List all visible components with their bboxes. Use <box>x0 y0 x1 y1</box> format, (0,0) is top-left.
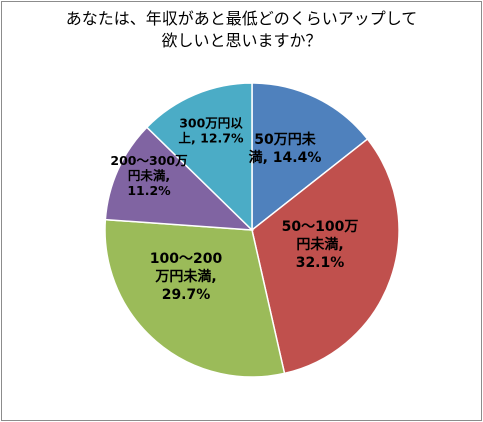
chart-title-line-1: あなたは、年収があと最低どのくらいアップして <box>65 9 418 28</box>
slice-label-2-line-1: 万円未満, <box>154 268 216 285</box>
slice-label-0: 50万円未満, 14.4% <box>249 131 322 166</box>
slice-label-1-line-1: 円未満, <box>296 236 343 253</box>
pie-slice-2 <box>104 218 286 378</box>
slice-label-4-line-0: 300万円以 <box>179 116 243 131</box>
slice-label-4: 300万円以上, 12.7% <box>179 116 244 146</box>
chart-title-line-2: 欲しいと思いますか？ <box>161 31 322 50</box>
slice-label-0-line-1: 満, 14.4% <box>249 149 322 166</box>
slice-label-1-line-2: 32.1% <box>296 255 345 271</box>
slice-label-4-line-1: 上, 12.7% <box>179 131 244 146</box>
pie-slice-1 <box>251 138 400 375</box>
pie-slice-3 <box>104 126 254 231</box>
slice-label-2: 100～200 万円未満, 29.7% <box>150 251 223 303</box>
slice-label-3: 200～300万円未満, 11.2% <box>110 153 187 198</box>
pie-slice-0 <box>251 82 369 232</box>
slice-label-3-line-1: 円未満, <box>128 168 170 183</box>
chart-title: あなたは、年収があと最低どのくらいアップして 欲しいと思いますか？ <box>0 8 483 52</box>
slice-label-2-line-0: 100～200 <box>150 251 223 267</box>
slice-label-0-line-0: 50万円未 <box>254 131 316 148</box>
slice-label-3-line-2: 11.2% <box>127 183 171 198</box>
slice-label-1-line-0: 50～100万 <box>282 219 359 235</box>
slice-label-2-line-2: 29.7% <box>162 287 211 303</box>
slice-label-3-line-0: 200～300万 <box>110 153 187 168</box>
slice-label-1: 50～100万円未満, 32.1% <box>282 219 359 271</box>
pie-slice-4 <box>145 82 253 232</box>
